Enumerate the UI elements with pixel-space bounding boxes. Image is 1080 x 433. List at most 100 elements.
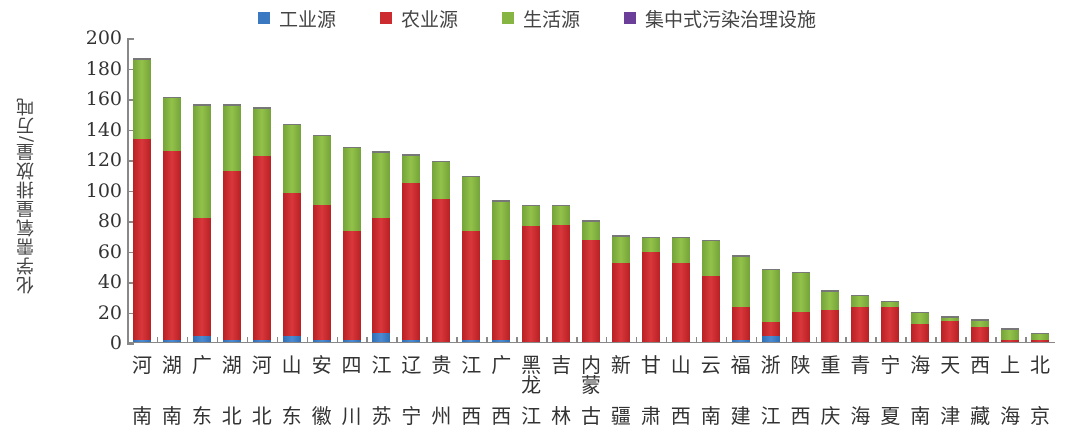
x-tick-label: 山东	[281, 353, 302, 428]
bar-segment	[312, 136, 331, 205]
x-tick-mark	[875, 337, 877, 343]
x-tick-mark	[366, 337, 368, 343]
plot-area	[127, 38, 1055, 345]
bar-segment	[971, 320, 990, 327]
x-tick-mark	[665, 337, 668, 343]
bar-segment	[851, 306, 870, 342]
x-axis-labels: 河南湖南广东湖北河北山东安徽四川江苏辽宁贵州江西广西黑龙江吉林内蒙古新疆甘肃山西…	[127, 352, 1055, 432]
bar-广西	[492, 200, 511, 342]
bar-cap	[641, 236, 660, 239]
x-tick-mark	[1025, 337, 1027, 343]
bar-segment	[192, 218, 211, 336]
x-tick-label: 新疆	[610, 353, 631, 428]
x-tick-label: 河北	[251, 353, 272, 428]
bar-cap	[282, 123, 301, 126]
bar-segment	[342, 230, 361, 341]
y-tick-mark	[127, 221, 134, 223]
legend-item: 工业源	[258, 5, 336, 32]
bar-重庆	[821, 290, 840, 342]
bar-cap	[941, 316, 960, 318]
x-tick-mark	[785, 337, 788, 343]
bar-segment	[162, 340, 181, 342]
x-tick-mark	[456, 337, 458, 343]
x-tick-label: 贵州	[431, 353, 452, 428]
bar-segment	[372, 332, 391, 342]
bar-segment	[911, 323, 930, 342]
y-tick-label: 40	[97, 271, 122, 293]
x-tick-mark	[995, 337, 997, 343]
x-tick-mark	[635, 337, 638, 343]
bar-segment	[462, 340, 481, 342]
bar-cap	[372, 151, 391, 153]
bar-segment	[282, 335, 301, 342]
bar-segment	[162, 98, 181, 152]
bar-segment	[821, 309, 840, 342]
bar-segment	[1031, 340, 1050, 342]
x-tick-label: 云南	[700, 353, 721, 428]
x-tick-mark	[516, 337, 518, 343]
x-tick-mark	[725, 337, 728, 343]
y-tick-label: 120	[85, 149, 122, 171]
legend-item: 生活源	[502, 5, 580, 32]
y-tick-label: 80	[97, 210, 122, 232]
x-tick-label: 安徽	[311, 353, 332, 428]
bar-cap	[911, 311, 930, 314]
chart-legend: 工业源 农业源 生活源 集中式污染治理设施	[258, 4, 860, 32]
x-axis-line	[127, 341, 1055, 343]
bar-西藏	[971, 319, 990, 342]
bar-segment	[132, 59, 151, 140]
bar-segment	[222, 340, 241, 342]
bar-segment	[222, 105, 241, 172]
bar-segment	[522, 206, 541, 227]
bar-segment	[282, 192, 301, 336]
bar-cap	[971, 319, 990, 321]
bar-cap	[312, 134, 331, 137]
bar-cap	[1001, 328, 1020, 330]
y-tick-label: 100	[85, 179, 122, 202]
x-tick-mark	[426, 337, 428, 343]
bar-segment	[1001, 340, 1020, 342]
x-tick-label: 湖南	[161, 353, 182, 428]
bar-segment	[941, 320, 960, 342]
bar-segment	[611, 236, 630, 263]
bar-宁夏	[881, 300, 900, 342]
bar-segment	[1001, 329, 1020, 341]
x-tick-mark	[965, 337, 967, 343]
bar-cap	[582, 220, 600, 222]
bar-cap	[671, 236, 690, 239]
x-tick-label: 广西	[491, 353, 512, 428]
bar-福建	[731, 255, 750, 342]
bar-cap	[851, 294, 870, 297]
x-tick-mark	[156, 337, 159, 343]
bar-天津	[941, 316, 960, 342]
bar-云南	[701, 239, 720, 342]
bar-segment	[192, 105, 211, 219]
x-tick-mark	[276, 337, 279, 343]
x-tick-label: 广东	[191, 353, 212, 428]
bar-segment	[552, 224, 571, 342]
bar-cap	[552, 204, 571, 207]
x-tick-label: 四川	[341, 353, 362, 428]
bar-segment	[492, 259, 511, 341]
legend-swatch-icon	[502, 12, 515, 24]
bar-segment	[462, 177, 481, 231]
x-tick-mark	[336, 337, 339, 343]
bar-segment	[971, 326, 990, 342]
x-tick-label: 江西	[461, 353, 482, 428]
x-tick-label: 西藏	[970, 353, 991, 428]
x-tick-mark	[815, 337, 818, 343]
bar-segment	[761, 335, 780, 342]
legend-label: 生活源	[523, 8, 581, 31]
y-tick-mark	[127, 129, 134, 131]
bar-segment	[252, 155, 271, 341]
bar-吉林	[552, 204, 571, 342]
bar-segment	[671, 238, 690, 263]
x-tick-label: 辽宁	[401, 353, 422, 428]
bar-segment	[611, 262, 630, 342]
bar-segment	[462, 230, 481, 341]
bar-甘肃	[641, 236, 660, 342]
bar-segment	[941, 317, 960, 321]
bar-cap	[162, 96, 181, 99]
bar-segment	[252, 108, 271, 156]
y-tick-label: 60	[97, 240, 122, 263]
